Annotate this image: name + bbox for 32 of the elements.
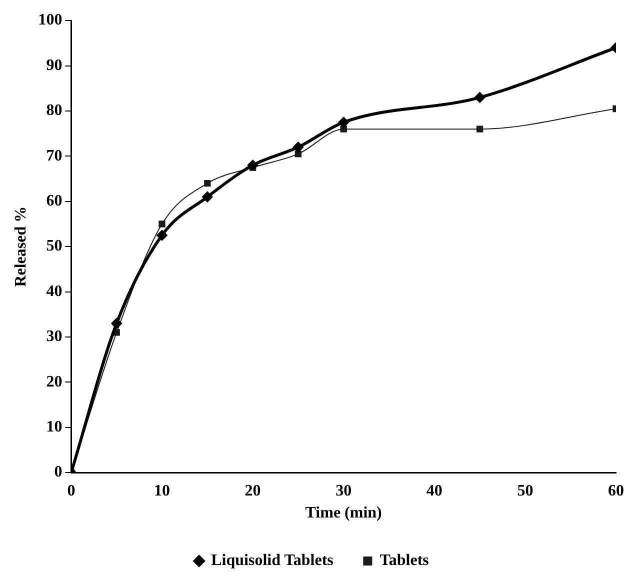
point xyxy=(202,191,213,202)
y-tick-label: 90 xyxy=(46,56,62,74)
legend-label: Tablets xyxy=(380,552,429,570)
point xyxy=(111,318,122,329)
point xyxy=(158,220,166,228)
x-tick-label: 60 xyxy=(608,482,624,500)
point xyxy=(474,92,486,103)
point xyxy=(247,160,258,171)
x-tick-label: 20 xyxy=(244,482,261,500)
x-axis-title: Time (min) xyxy=(305,504,382,522)
y-tick-label: 20 xyxy=(46,373,62,390)
point xyxy=(204,180,211,187)
x-tick-label: 50 xyxy=(517,482,534,500)
x-tick-label: 10 xyxy=(154,482,170,500)
y-tick-label: 100 xyxy=(38,12,62,29)
y-tick-label: 10 xyxy=(46,418,62,436)
legend-label: Liquisolid Tablets xyxy=(211,552,334,570)
x-tick-label: 0 xyxy=(67,482,76,500)
y-tick-label: 70 xyxy=(46,147,62,164)
y-tick-label: 0 xyxy=(54,464,62,481)
y-tick-label: 50 xyxy=(46,238,62,255)
y-axis-title: Released % xyxy=(12,206,30,287)
point xyxy=(156,230,168,241)
point xyxy=(476,126,484,132)
y-tick-label: 40 xyxy=(46,282,62,300)
x-tick-label: 30 xyxy=(336,482,352,500)
point xyxy=(292,142,304,153)
y-tick-label: 80 xyxy=(46,102,62,120)
y-tick-label: 60 xyxy=(46,192,62,210)
x-tick-label: 40 xyxy=(426,482,442,500)
y-tick-label: 30 xyxy=(46,328,62,346)
point xyxy=(338,116,350,128)
